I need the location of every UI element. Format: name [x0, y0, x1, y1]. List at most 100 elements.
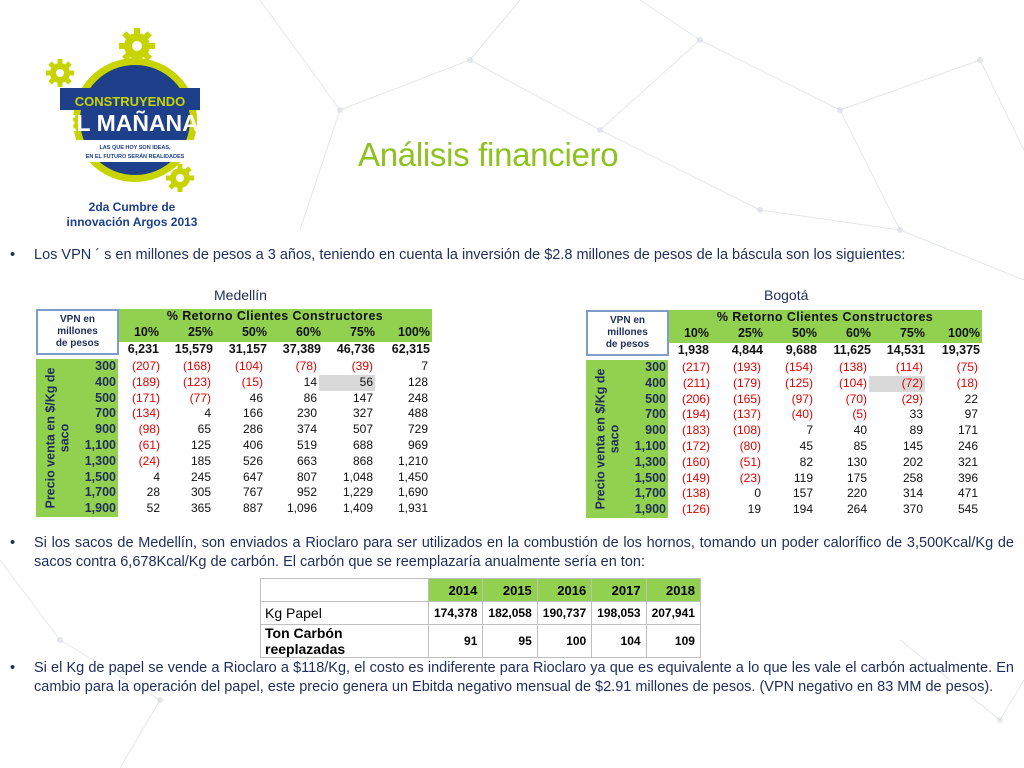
table-row: 400 (211) (179) (125) (104) (72) (18): [630, 375, 980, 392]
vpn-cell: (138): [681, 486, 710, 501]
table-row: 400 (189) (123) (15) 14 56 128: [80, 374, 430, 391]
vpn-cell: 1,048: [342, 469, 373, 484]
vpn-cell: 663: [296, 453, 317, 468]
vpn-cell: (206): [681, 391, 710, 406]
vpn-cell: 166: [242, 406, 263, 421]
vpn-cell: 130: [846, 454, 867, 469]
vpn-cell: (78): [295, 359, 317, 373]
vpn-cell: (75): [956, 360, 978, 374]
vpn-cell: (183): [681, 423, 710, 438]
vpn-cell: 952: [296, 485, 317, 500]
price-cell: 900: [630, 423, 668, 439]
vpn-cell: (77): [189, 390, 211, 405]
year-header: 2014: [427, 578, 484, 602]
vpn-cell: (18): [956, 375, 978, 390]
vpn-base-value: 6,231: [127, 342, 159, 356]
vpn-cell: (104): [838, 375, 867, 390]
vpn-cell: 245: [190, 469, 211, 484]
vpn-cell: 85: [853, 438, 867, 453]
vpn-cell: (193): [732, 360, 761, 374]
year-header: 2016: [536, 578, 593, 602]
vpn-cell: 258: [902, 470, 923, 485]
vpn-side-label: Precio venta en $/Kg de saco: [586, 360, 630, 518]
vpn-pct-header: 100%: [948, 326, 980, 340]
table-row: 2014 2015 2016 2017 2018: [260, 578, 701, 602]
vpn-cell: 1,450: [397, 469, 428, 484]
vpn-cell: 729: [407, 422, 428, 437]
vpn-base-row: 1,938 4,844 9,688 11,625 14,531 19,375: [668, 343, 982, 359]
vpn-header-title: % Retorno Clientes Constructores: [716, 310, 934, 324]
vpn-corner-line: de pesos: [55, 338, 100, 349]
vpn-cell: (24): [138, 453, 160, 468]
vpn-cell: (179): [732, 375, 761, 390]
vpn-pct-header: 50%: [791, 326, 817, 340]
vpn-cell: 1,690: [397, 485, 428, 500]
vpn-cell: 807: [296, 469, 317, 484]
vpn-base-value: 19,375: [941, 343, 980, 357]
vpn-cell: 314: [902, 486, 923, 501]
vpn-cell: (160): [681, 454, 710, 469]
vpn-cell: (168): [182, 359, 211, 373]
vpn-cell: 488: [407, 406, 428, 421]
price-cell: 1,500: [80, 469, 118, 486]
vpn-base-value: 11,625: [833, 343, 871, 357]
vpn-cell: (5): [852, 407, 867, 422]
vpn-corner-line: VPN en: [59, 314, 95, 325]
price-cell: 1,100: [630, 438, 668, 455]
vpn-cell: (217): [681, 360, 710, 374]
vpn-cell: 185: [190, 453, 211, 468]
vpn-cell: 202: [902, 454, 923, 469]
vpn-cell: (39): [351, 359, 373, 373]
vpn-cell: 4: [153, 469, 160, 484]
logo-tagline1: LAS QUE HOY SON IDEAS,: [99, 145, 171, 151]
vpn-cell: (211): [682, 375, 710, 390]
vpn-cell: 1,210: [397, 453, 428, 468]
price-cell: 1,700: [630, 486, 668, 503]
vpn-cell: 97: [964, 407, 978, 422]
vpn-cell: 0: [754, 486, 761, 501]
vpn-cell: 22: [964, 391, 978, 406]
vpn-cell: (51): [739, 454, 761, 469]
vpn-cell: 230: [296, 406, 317, 421]
vpn-cell: (15): [241, 374, 263, 389]
vpn-corner-line: VPN en: [609, 315, 645, 326]
slide-title: Análisis financiero: [358, 136, 619, 173]
vpn-side-label-line: Precio venta en $/Kg de: [44, 367, 58, 509]
vpn-side-label-line: saco: [58, 423, 72, 453]
table-row: 900 (98) 65 286 374 507 729: [80, 422, 430, 438]
vpn-cell: (138): [838, 360, 867, 374]
vpn-cell: 1,409: [342, 501, 373, 516]
vpn-cell: 7: [421, 359, 428, 373]
price-cell: 500: [80, 390, 118, 407]
vpn-cell: (108): [732, 423, 761, 438]
vpn-cell: (61): [138, 437, 160, 452]
price-cell: 700: [630, 407, 668, 424]
vpn-cell: (123): [182, 374, 211, 389]
logo-event2: innovación Argos 2013: [67, 215, 198, 229]
price-cell: 1,300: [80, 453, 118, 470]
vpn-cell: 14: [303, 374, 317, 389]
vpn-cell: (189): [131, 374, 160, 389]
vpn-rows: 300 (207) (168) (104) (78) (39) 7 400 (189) (123)…: [80, 359, 430, 517]
vpn-cell: 175: [846, 470, 867, 485]
bullet-marker: •: [10, 247, 16, 263]
bullet-marker: •: [10, 535, 16, 551]
vpn-cell: 406: [242, 437, 263, 452]
vpn-cell: (29): [901, 391, 923, 406]
table-row: 1,100 (61) 125 406 519 688 969: [80, 437, 430, 454]
vpn-cell: (137): [732, 407, 761, 422]
vpn-cell: (134): [131, 406, 160, 421]
vpn-cell: 969: [407, 437, 428, 452]
table-row: 1,900 (126) 19 194 264 370 545: [630, 502, 980, 518]
kg-papel-value: 182,058: [482, 601, 538, 625]
vpn-cell: 28: [146, 485, 160, 500]
logo-line1: CONSTRUYENDO: [75, 94, 186, 109]
vpn-pct-header: 60%: [845, 326, 871, 340]
vpn-cell: 40: [853, 423, 867, 438]
vpn-pct-header: 10%: [683, 326, 709, 340]
vpn-base-value: 4,844: [731, 343, 763, 357]
vpn-cell: (104): [234, 359, 263, 373]
ton-corner-cell: [260, 578, 429, 602]
vpn-cell: (80): [739, 438, 761, 453]
table-row: 1,300 (160) (51) 82 130 202 321: [630, 454, 980, 471]
